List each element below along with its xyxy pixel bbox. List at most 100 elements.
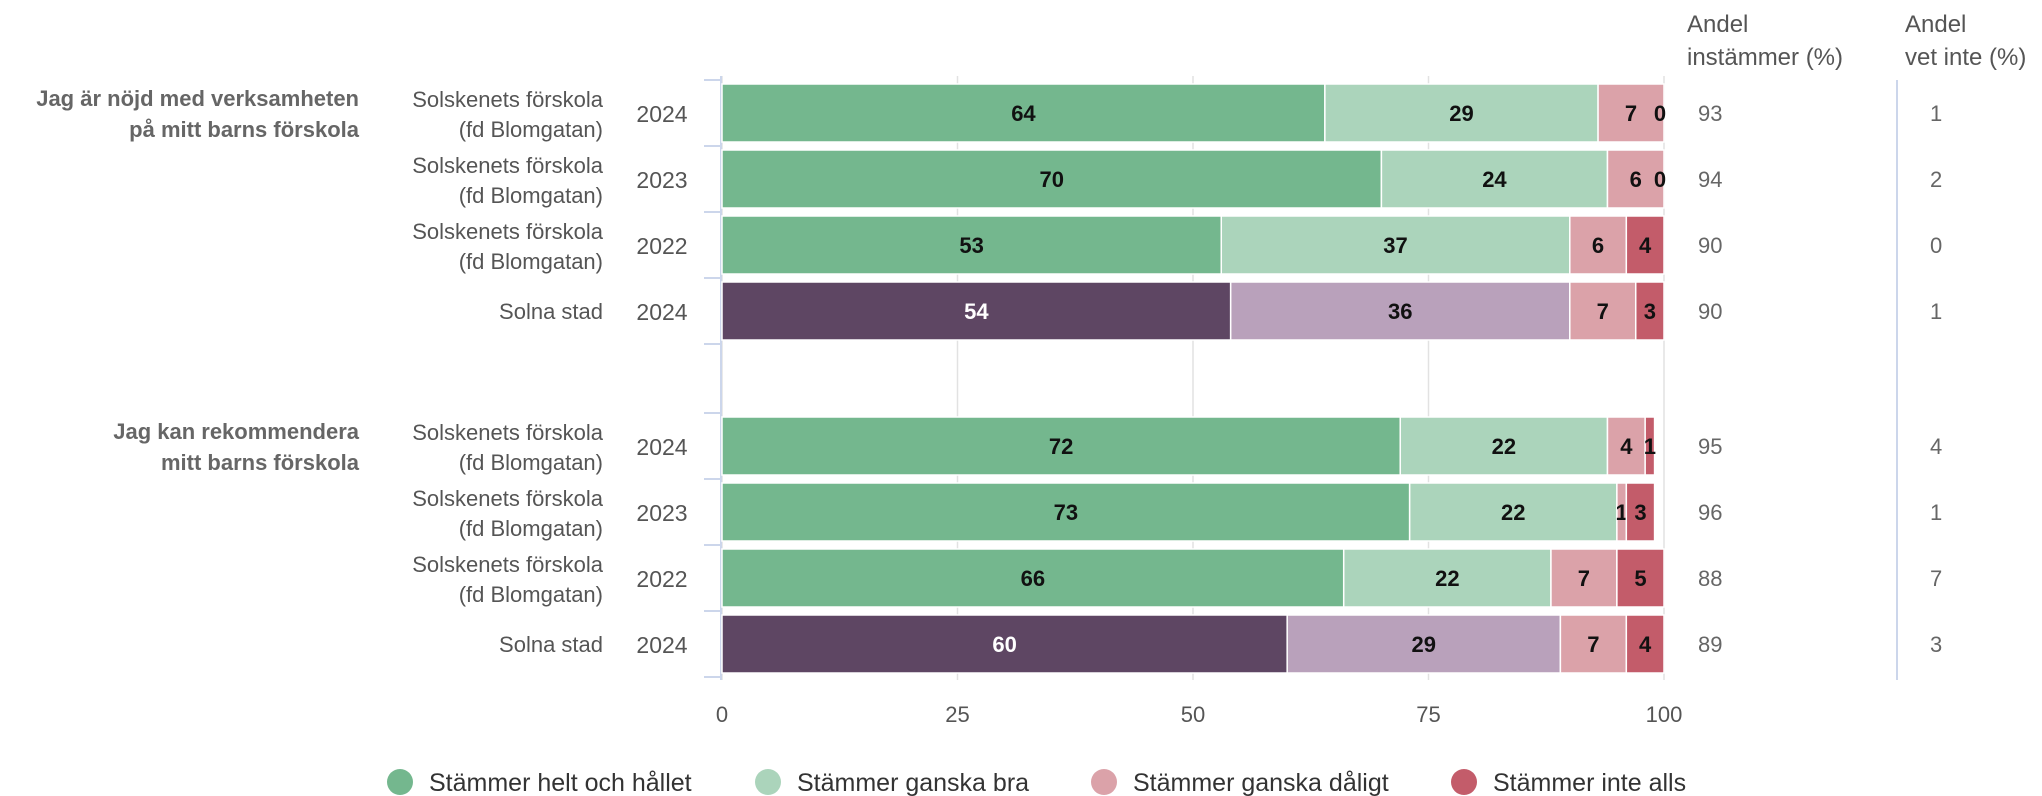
bar-segment [1220, 215, 1571, 275]
bar-segment [1408, 482, 1618, 542]
unit-label: (fd Blomgatan) [459, 249, 603, 274]
bar-segment [721, 83, 1326, 143]
bar-segment [1606, 416, 1646, 476]
bar-segment [1550, 548, 1618, 608]
x-tick-label: 75 [1416, 702, 1440, 727]
group-title: mitt barns förskola [161, 450, 360, 475]
data-label: 70 [1039, 167, 1063, 192]
bar-segment [1399, 416, 1609, 476]
data-label: 64 [1011, 101, 1036, 126]
bar-segment [721, 548, 1345, 608]
header-instammer-line2: instämmer (%) [1687, 44, 1843, 71]
data-label: 4 [1639, 632, 1652, 657]
data-label: 72 [1049, 434, 1073, 459]
bar-segment [1286, 614, 1562, 674]
data-label: 36 [1388, 299, 1412, 324]
bar-segment [1644, 416, 1656, 476]
data-label: 22 [1435, 566, 1459, 591]
data-label: 29 [1412, 632, 1436, 657]
unit-label: Solskenets förskola [412, 552, 604, 577]
data-label: 4 [1639, 233, 1652, 258]
bar-segment [1569, 215, 1628, 275]
value-instammer: 94 [1698, 167, 1722, 192]
unit-label: Solskenets förskola [412, 486, 604, 511]
data-label: 53 [959, 233, 983, 258]
legend-swatch [1091, 769, 1117, 795]
legend-item: Stämmer ganska bra [755, 769, 1029, 796]
unit-label: (fd Blomgatan) [459, 117, 603, 142]
value-instammer: 96 [1698, 500, 1722, 525]
bar-segment [1625, 614, 1665, 674]
year-label: 2023 [636, 500, 687, 526]
header-instammer-line1: Andel [1687, 11, 1748, 38]
bar-segment [1229, 281, 1571, 341]
bar-segment [721, 482, 1411, 542]
data-label: 3 [1634, 500, 1646, 525]
legend-label: Stämmer ganska dåligt [1133, 769, 1389, 796]
year-label: 2024 [636, 632, 687, 658]
bar-segment [1606, 149, 1665, 209]
group-title: Jag är nöjd med verksamheten [36, 86, 359, 111]
data-label: 7 [1625, 101, 1637, 126]
data-label: 24 [1482, 167, 1507, 192]
year-label: 2023 [636, 167, 687, 193]
data-label: 0 [1654, 167, 1666, 192]
legend-label: Stämmer helt och hållet [429, 769, 692, 796]
bar-segment [721, 281, 1232, 341]
data-label: 7 [1578, 566, 1590, 591]
x-tick-label: 50 [1181, 702, 1205, 727]
data-label: 22 [1492, 434, 1516, 459]
value-vet-inte: 4 [1930, 434, 1942, 459]
unit-label: Solskenets förskola [412, 153, 604, 178]
value-instammer: 88 [1698, 566, 1722, 591]
legend-swatch [755, 769, 781, 795]
unit-label: Solna stad [499, 299, 603, 324]
legend-item: Stämmer helt och hållet [387, 769, 692, 796]
value-instammer: 89 [1698, 632, 1722, 657]
bar-segment [1559, 614, 1628, 674]
value-instammer: 90 [1698, 233, 1722, 258]
data-label: 7 [1587, 632, 1599, 657]
year-label: 2022 [636, 566, 687, 592]
value-instammer: 93 [1698, 101, 1722, 126]
data-label: 6 [1630, 167, 1642, 192]
value-vet-inte: 3 [1930, 632, 1942, 657]
bar-layer: 64 29 7 070 24 6 053 37 6 454 36 7 372 22 4 173 22 1 366 22… [721, 83, 1666, 674]
value-vet-inte: 1 [1930, 101, 1942, 126]
data-label: 1 [1615, 500, 1627, 525]
bar-segment [721, 215, 1223, 275]
unit-label: Solna stad [499, 632, 603, 657]
value-vet-inte: 0 [1930, 233, 1942, 258]
value-table: Andel instämmer (%) Andel vet inte (%) 93 1 94… [1687, 11, 2026, 680]
data-label: 73 [1054, 500, 1078, 525]
unit-label: Solskenets förskola [412, 420, 604, 445]
group-title: Jag kan rekommendera [113, 419, 360, 444]
data-label: 22 [1501, 500, 1525, 525]
value-vet-inte: 7 [1930, 566, 1942, 591]
value-instammer: 95 [1698, 434, 1722, 459]
value-instammer: 90 [1698, 299, 1722, 324]
bar-segment [1625, 482, 1656, 542]
data-label: 4 [1620, 434, 1633, 459]
year-label: 2024 [636, 434, 687, 460]
data-label: 66 [1021, 566, 1045, 591]
bar-segment [1569, 281, 1637, 341]
group-title: på mitt barns förskola [129, 117, 360, 142]
legend-item: Stämmer inte alls [1451, 769, 1686, 796]
header-vet-inte-line1: Andel [1905, 11, 1966, 38]
value-vet-inte: 2 [1930, 167, 1942, 192]
legend-swatch [387, 769, 413, 795]
axis-layer: 0 25 50 75 100 [704, 76, 1682, 727]
data-label: 54 [964, 299, 989, 324]
legend: Stämmer helt och hållet Stämmer ganska br… [387, 769, 1686, 796]
unit-label: (fd Blomgatan) [459, 516, 603, 541]
bar-segment [721, 416, 1401, 476]
year-label: 2022 [636, 233, 687, 259]
x-tick-label: 25 [945, 702, 969, 727]
data-label: 6 [1592, 233, 1604, 258]
unit-label: (fd Blomgatan) [459, 582, 603, 607]
legend-label: Stämmer ganska bra [797, 769, 1029, 796]
x-tick-label: 0 [716, 702, 728, 727]
unit-label: (fd Blomgatan) [459, 450, 603, 475]
header-vet-inte-line2: vet inte (%) [1905, 44, 2026, 71]
